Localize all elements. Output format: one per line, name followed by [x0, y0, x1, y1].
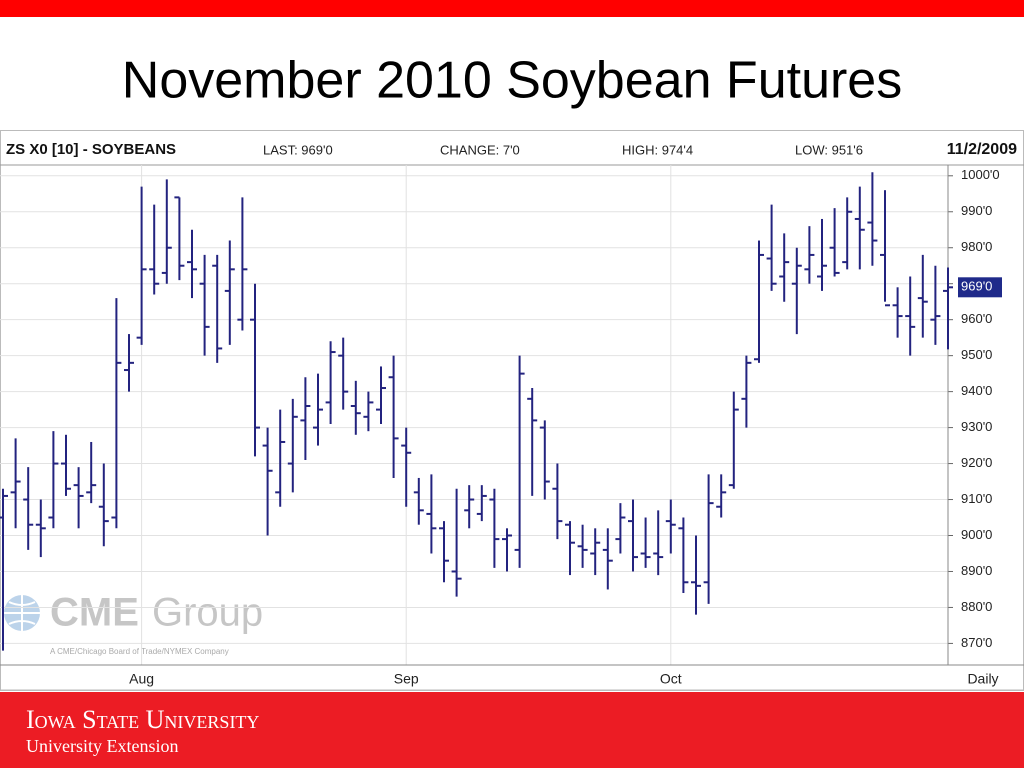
watermark-tagline: A CME/Chicago Board of Trade/NYMEX Compa… [50, 647, 229, 656]
y-tick-label: 870'0 [961, 635, 992, 650]
watermark-brand: CME [50, 591, 139, 635]
y-tick-label: 960'0 [961, 311, 992, 326]
last-price-label: 969'0 [961, 279, 992, 294]
x-tick-label: Aug [129, 671, 154, 687]
footer-band [0, 692, 1024, 768]
x-tick-label: Oct [660, 671, 682, 687]
x-axis-label: Daily [967, 671, 998, 687]
chart-date: 11/2/2009 [947, 141, 1017, 158]
x-tick-label: Sep [394, 671, 419, 687]
y-tick-label: 950'0 [961, 347, 992, 362]
chart-stat: HIGH: 974'4 [622, 142, 693, 157]
y-tick-label: 990'0 [961, 203, 992, 218]
footer-unit: University Extension [26, 736, 178, 756]
y-tick-label: 890'0 [961, 563, 992, 578]
footer-university: Iowa State University [26, 705, 259, 734]
chart-stat: LAST: 969'0 [263, 142, 333, 157]
y-tick-label: 880'0 [961, 599, 992, 614]
y-tick-label: 910'0 [961, 491, 992, 506]
last-price-box [958, 277, 1002, 298]
chart-symbol: ZS X0 [10] - SOYBEANS [6, 141, 176, 158]
y-tick-label: 920'0 [961, 455, 992, 470]
watermark-product: Group [152, 591, 263, 635]
chart-stat: CHANGE: 7'0 [440, 142, 520, 157]
y-tick-label: 930'0 [961, 419, 992, 434]
top-band [0, 0, 1024, 17]
watermark: CME Group A CME/Chicago Board of Trade/NYM… [4, 591, 263, 656]
y-tick-label: 980'0 [961, 239, 992, 254]
chart-frame [0, 130, 1024, 691]
chart-stat: LOW: 951'6 [795, 142, 863, 157]
y-tick-label: 900'0 [961, 527, 992, 542]
slide-title: November 2010 Soybean Futures [122, 52, 902, 110]
y-tick-label: 940'0 [961, 383, 992, 398]
watermark-globe-lines [4, 595, 40, 631]
y-tick-label: 1000'0 [961, 167, 1000, 182]
